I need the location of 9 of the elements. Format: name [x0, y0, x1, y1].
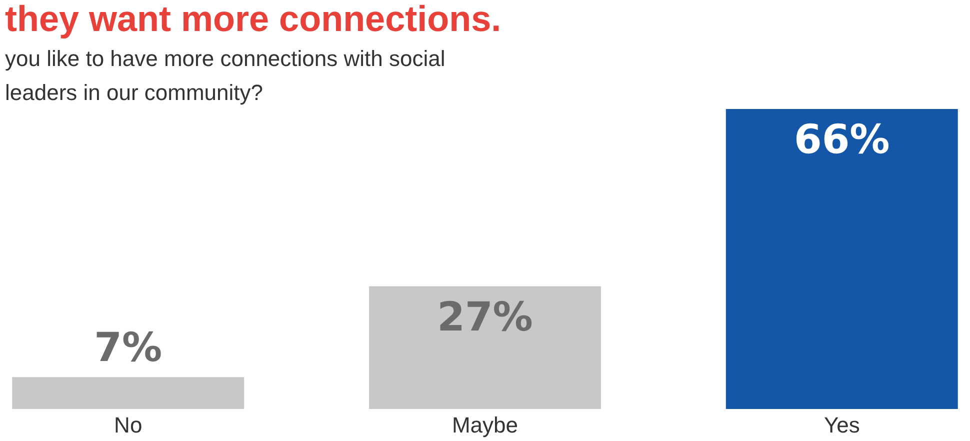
text: leaders in our community? — [5, 80, 264, 105]
x-tick-label: Maybe — [452, 412, 518, 438]
data-label: 7% — [94, 325, 162, 372]
data-label: 66% — [794, 117, 890, 163]
chart-title: they want more connections. — [5, 0, 502, 39]
text: you like to have more connections with social — [5, 46, 446, 71]
x-tick-label: Yes — [824, 412, 860, 438]
x-tick-label: No — [114, 412, 142, 438]
data-label: 27% — [437, 294, 533, 340]
